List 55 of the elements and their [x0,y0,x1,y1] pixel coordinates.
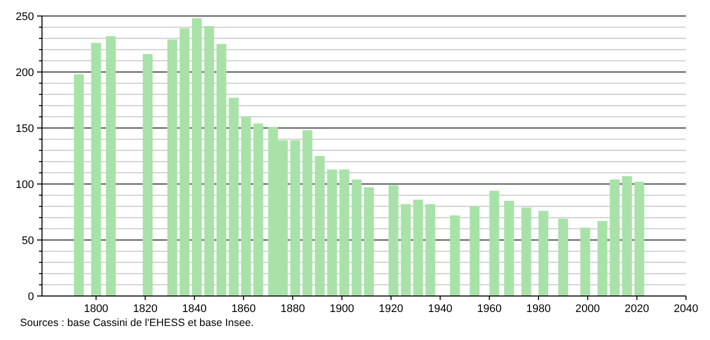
bar [364,187,374,296]
x-tick-label: 1860 [231,303,256,315]
x-tick-label: 1820 [132,303,158,315]
x-tick-label: 1880 [280,303,305,315]
bar [400,204,411,296]
bar [470,206,480,296]
bar [538,210,548,296]
y-tick-label: 0 [28,290,34,303]
x-tick-label: 2000 [575,303,600,315]
x-tick-label: 2040 [674,303,698,315]
x-tick-label: 1800 [84,303,108,315]
bar [290,140,300,296]
bar [598,220,608,296]
y-tick-label: 200 [16,66,34,79]
bar [91,42,101,296]
bar [180,28,190,296]
bar [302,130,312,296]
bar [142,54,153,296]
bar [167,40,178,296]
bar [504,200,514,296]
bar [622,176,632,296]
bar [253,124,264,296]
bar [580,228,590,296]
bar [610,180,620,296]
x-tick-label: 1900 [330,303,354,315]
bar [352,180,362,296]
source-note: Sources : base Cassini de l'EHESS et base Insee. [20,317,254,329]
bar [241,116,251,296]
y-tick-label: 50 [22,234,34,247]
bar [489,190,500,296]
bar [314,156,325,296]
bar [634,182,644,296]
bar [521,208,532,296]
x-tick-label: 1940 [428,303,452,315]
bar [216,44,226,296]
x-tick-label: 2020 [624,303,650,315]
y-tick-label: 250 [16,10,34,23]
x-tick-label: 1920 [378,303,404,315]
bar [327,169,337,296]
y-tick-label: 150 [16,122,34,135]
x-tick-label: 1840 [182,303,207,315]
bar [106,36,116,296]
bar [413,200,423,296]
x-tick-label: 1960 [477,303,502,315]
bar [228,98,239,296]
bar [339,169,350,296]
bar [192,18,202,296]
bar [425,204,436,296]
y-tick-label: 100 [16,178,34,191]
bar [204,26,214,296]
x-tick-label: 1980 [526,303,551,315]
bar [388,185,398,296]
bar [74,74,84,296]
bar [558,218,568,296]
bar [450,215,460,296]
